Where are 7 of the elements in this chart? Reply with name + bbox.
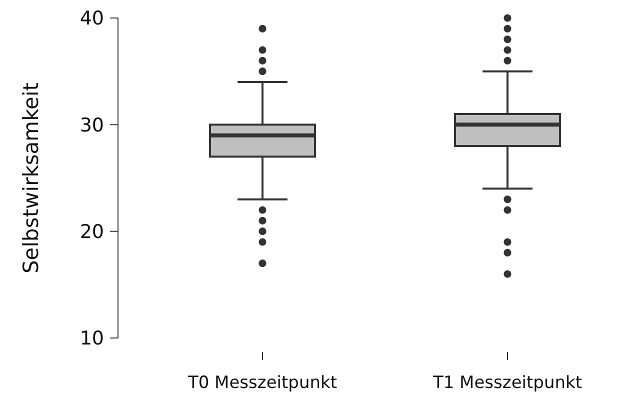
x-tick-label: T0 Messzeitpunkt (186, 373, 338, 393)
y-tick-label: 20 (80, 220, 104, 243)
y-tick-label: 40 (80, 8, 104, 30)
y-axis-title: Selbstwirksamkeit (19, 82, 43, 274)
y-tick-label: 30 (80, 114, 104, 136)
y-tick-label: 10 (80, 328, 104, 350)
x-tick-label: T1 Messzeitpunkt (432, 373, 582, 393)
